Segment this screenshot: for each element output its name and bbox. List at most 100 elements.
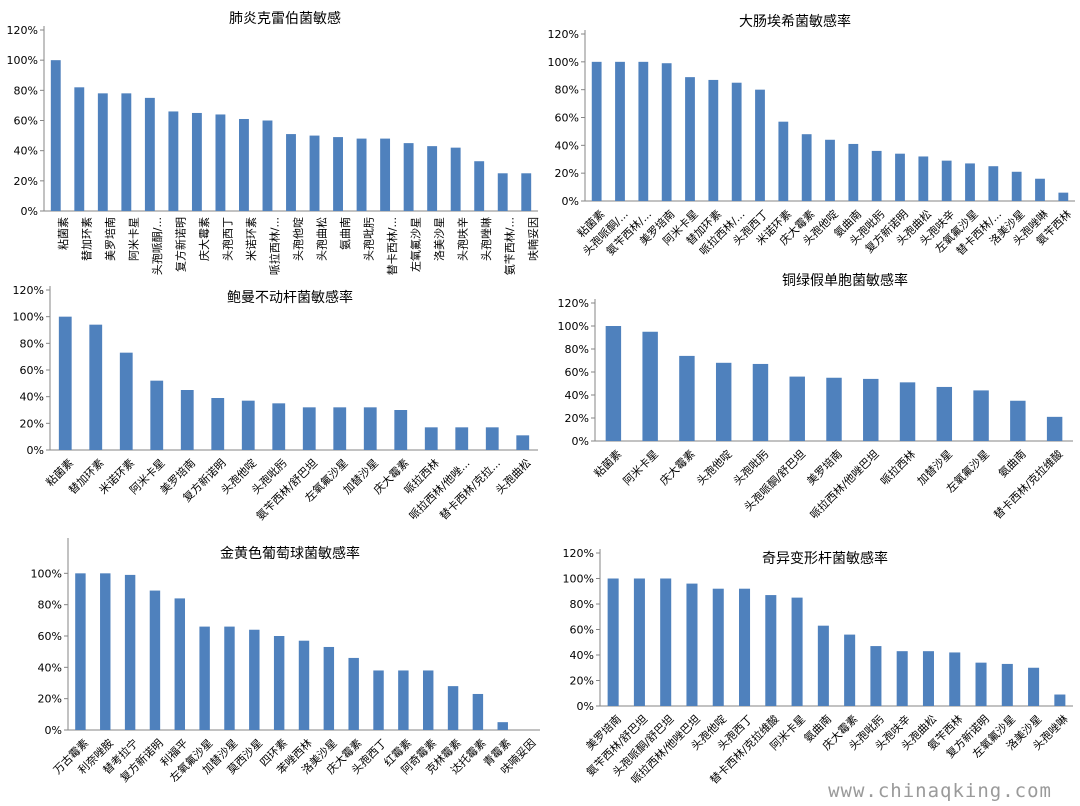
- bar: [199, 626, 210, 730]
- x-tick-label: 头孢呋辛: [456, 217, 470, 261]
- bar: [817, 625, 829, 706]
- bar: [844, 634, 856, 706]
- chart-title: 肺炎克雷伯菌敏感: [229, 10, 341, 27]
- bar: [144, 97, 155, 211]
- x-tick-label: 哌拉西林/他唑巴坦: [807, 447, 882, 522]
- y-tick-label: 0%: [27, 444, 44, 457]
- bar: [615, 61, 625, 202]
- bar: [607, 578, 619, 706]
- bar: [239, 118, 249, 211]
- y-tick-label: 60%: [20, 364, 44, 377]
- y-tick-label: 120%: [558, 297, 589, 310]
- bar: [150, 380, 164, 450]
- bar: [302, 407, 316, 450]
- bar: [262, 120, 273, 211]
- bar: [323, 646, 335, 730]
- bar: [1035, 178, 1045, 201]
- y-tick-label: 20%: [38, 693, 62, 706]
- x-tick-label: 庆大霉素: [197, 217, 211, 261]
- bar: [75, 573, 86, 730]
- bar: [633, 578, 645, 706]
- bar: [447, 686, 459, 730]
- bar: [286, 134, 296, 211]
- y-tick-label: 100%: [563, 573, 594, 586]
- bar: [715, 362, 732, 441]
- x-tick-label: 米诺环素: [245, 217, 258, 261]
- y-tick-label: 0%: [45, 724, 62, 737]
- y-tick-label: 20%: [565, 412, 589, 425]
- bar: [638, 61, 649, 202]
- y-tick-label: 100%: [548, 56, 579, 69]
- bar: [168, 111, 179, 211]
- bar: [273, 636, 285, 730]
- y-tick-label: 80%: [555, 84, 579, 97]
- bar: [516, 435, 530, 450]
- bar: [895, 153, 905, 201]
- y-tick-label: 60%: [565, 366, 589, 379]
- x-tick-label: 复方新诺明: [173, 217, 187, 272]
- y-tick-label: 80%: [14, 84, 38, 97]
- bar: [394, 410, 408, 450]
- x-tick-label: 头孢曲松: [315, 217, 329, 261]
- x-tick-label: 替卡西林/...: [385, 217, 399, 275]
- bar: [455, 427, 469, 450]
- bar: [249, 629, 260, 730]
- acinetobacter-chart: 鲍曼不动杆菌敏感率0%20%40%60%80%100%120%粘菌素替加环素米诺…: [13, 284, 538, 523]
- bar: [1028, 667, 1040, 706]
- bar: [965, 163, 975, 201]
- bar: [403, 143, 414, 211]
- bar: [591, 61, 602, 202]
- bar: [975, 662, 987, 706]
- x-tick-label: 阿米卡星: [621, 448, 661, 488]
- bar: [333, 407, 347, 450]
- bar: [752, 363, 769, 441]
- x-tick-label: 氨曲南: [339, 217, 352, 250]
- y-tick-label: 40%: [14, 145, 38, 158]
- x-tick-label: 洛美沙星: [432, 217, 446, 261]
- chart-title: 奇异变形杆菌敏感率: [762, 550, 888, 567]
- bar: [373, 670, 384, 730]
- bar: [309, 135, 320, 211]
- y-tick-label: 120%: [563, 547, 594, 560]
- y-tick-label: 20%: [20, 417, 44, 430]
- bar: [363, 407, 377, 450]
- bar: [521, 173, 532, 211]
- y-tick-label: 80%: [570, 598, 594, 611]
- bar: [848, 143, 859, 201]
- bar: [871, 150, 882, 201]
- bar: [497, 722, 508, 730]
- bar: [863, 378, 879, 441]
- x-tick-label: 头孢唑啉: [480, 217, 493, 261]
- bar: [427, 146, 438, 211]
- y-tick-label: 100%: [558, 320, 589, 333]
- x-tick-label: 头孢哌酮/...: [151, 217, 164, 275]
- y-tick-label: 40%: [570, 649, 594, 662]
- bar: [1011, 171, 1022, 201]
- bar: [180, 390, 194, 450]
- y-tick-label: 100%: [7, 54, 38, 67]
- y-tick-label: 0%: [572, 435, 589, 448]
- y-tick-label: 20%: [14, 175, 38, 188]
- bar: [988, 166, 999, 201]
- bar: [755, 89, 765, 201]
- bar: [1010, 400, 1026, 441]
- y-tick-label: 20%: [555, 167, 579, 180]
- bar: [333, 137, 343, 211]
- bar: [474, 161, 485, 211]
- y-tick-label: 100%: [31, 567, 62, 580]
- y-tick-label: 0%: [562, 195, 579, 208]
- y-tick-label: 80%: [565, 343, 589, 356]
- bar: [121, 93, 132, 211]
- x-tick-label: 替加环素: [79, 217, 93, 261]
- bar: [398, 670, 409, 730]
- bar: [685, 77, 695, 201]
- x-tick-label: 头孢他啶: [693, 447, 734, 488]
- y-tick-label: 40%: [565, 389, 589, 402]
- x-tick-label: 粘菌素: [56, 217, 70, 250]
- y-tick-label: 60%: [570, 624, 594, 637]
- bar: [450, 147, 461, 211]
- bar: [825, 139, 835, 201]
- chart-title: 鲍曼不动杆菌敏感率: [227, 289, 353, 306]
- bar: [708, 79, 719, 201]
- klebsiella-chart: 肺炎克雷伯菌敏感 0% 20% 40% 60% 80% 100% 120% 粘菌素 替加环素 美罗培…: [7, 10, 541, 275]
